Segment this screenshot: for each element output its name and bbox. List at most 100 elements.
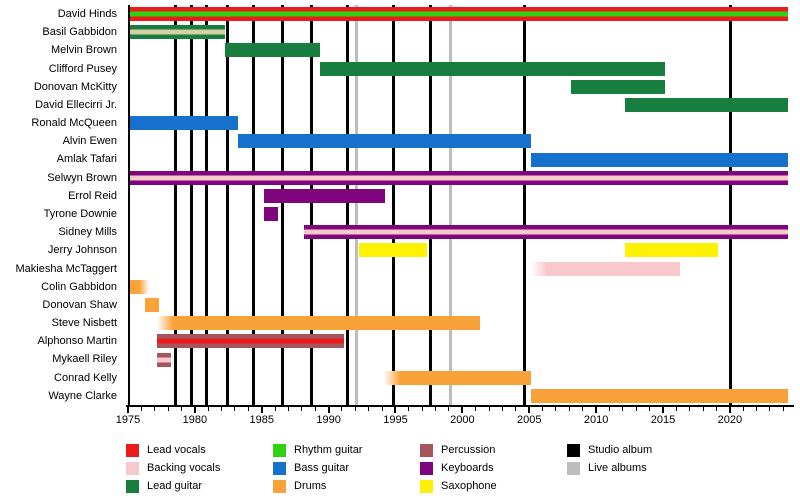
axis-minor-tick xyxy=(154,407,156,411)
legend-column: Studio album Live albums xyxy=(567,441,652,477)
axis-minor-tick xyxy=(675,407,677,411)
studio-album-line xyxy=(391,5,395,405)
axis-minor-tick xyxy=(180,407,182,411)
studio-album-swatch xyxy=(567,443,580,457)
member-name-label: Makiesha McTaggert xyxy=(15,262,118,275)
legend-entry: Backing vocals xyxy=(126,459,220,477)
axis-tick-label: 2010 xyxy=(583,414,609,426)
legend-label: Backing vocals xyxy=(147,462,221,474)
axis-major-tick xyxy=(193,407,196,413)
live-album-line xyxy=(449,5,453,405)
lead-vocals-swatch xyxy=(126,443,139,457)
axis-minor-tick xyxy=(542,407,544,411)
axis-minor-tick xyxy=(568,407,570,411)
legend-label: Lead guitar xyxy=(147,480,203,492)
axis-minor-tick xyxy=(341,407,343,411)
member-name-label: Basil Gabbidon xyxy=(42,26,117,39)
axis-major-tick xyxy=(461,407,464,413)
timeline-bar xyxy=(571,79,665,94)
member-name-label: Melvin Brown xyxy=(50,44,117,57)
legend-label: Saxophone xyxy=(441,480,497,492)
member-name-label: Mykaell Riley xyxy=(52,353,117,366)
studio-album-line xyxy=(523,5,527,405)
axis-major-tick xyxy=(327,407,330,413)
timeline-bar xyxy=(224,43,320,58)
member-name-label: Colin Gabbidon xyxy=(41,280,117,293)
member-name-label: Ronald McQueen xyxy=(31,117,117,130)
axis-major-tick xyxy=(394,407,397,413)
axis-minor-tick xyxy=(247,407,249,411)
legend-entry: Rhythm guitar xyxy=(273,441,362,459)
timeline-bar xyxy=(624,243,719,258)
member-name-label: Selwyn Brown xyxy=(47,171,117,184)
timeline-bar xyxy=(531,152,788,167)
studio-album-line xyxy=(204,5,208,405)
timeline-bar xyxy=(130,25,225,40)
timeline-bar xyxy=(531,261,680,276)
axis-major-tick xyxy=(127,407,129,413)
legend-entry: Keyboards xyxy=(420,459,497,477)
axis-minor-tick xyxy=(381,407,383,411)
studio-album-line xyxy=(346,5,350,405)
member-name-axis: David Hinds Basil Gabbidon Melvin Brown Cli… xyxy=(0,5,122,405)
legend-entry: Lead guitar xyxy=(126,477,220,495)
legend-entry: Drums xyxy=(273,477,362,495)
plot-area xyxy=(128,5,788,405)
member-name-label: Alvin Ewen xyxy=(62,135,117,148)
timeline-bar xyxy=(384,370,532,385)
timeline-bar xyxy=(156,334,344,349)
axis-minor-tick xyxy=(287,407,289,411)
axis-minor-tick xyxy=(301,407,303,411)
axis-major-tick xyxy=(661,407,664,413)
timeline-bar xyxy=(144,298,160,312)
studio-album-line xyxy=(226,5,230,405)
axis-tick-label: 1995 xyxy=(383,414,408,426)
axis-minor-tick xyxy=(234,407,236,411)
axis-minor-tick xyxy=(635,407,637,411)
saxophone-swatch xyxy=(420,479,433,493)
axis-major-tick xyxy=(595,407,598,413)
timeline-bar xyxy=(303,225,788,240)
x-axis-ticks: 1975 1980 1985 1990 1995 2000 2005 2010 2015 2020 xyxy=(116,407,786,426)
axis-minor-tick xyxy=(435,407,437,411)
axis-minor-tick xyxy=(448,407,450,411)
backing-vocals-swatch xyxy=(126,461,139,475)
member-name-label: Jerry Johnson xyxy=(47,244,117,257)
axis-minor-tick xyxy=(207,407,209,411)
legend-label: Percussion xyxy=(441,444,496,456)
axis-minor-tick xyxy=(515,407,517,411)
member-name-label: Amlak Tafari xyxy=(56,153,117,166)
legend-entry: Studio album xyxy=(567,441,652,459)
axis-minor-tick xyxy=(756,407,758,411)
axis-minor-tick xyxy=(167,407,169,411)
axis-minor-tick xyxy=(475,407,477,411)
member-name-label: Errol Reid xyxy=(68,189,117,202)
timeline-bar xyxy=(130,279,149,294)
live-album-line xyxy=(354,5,358,405)
legend-label: Drums xyxy=(294,480,327,492)
axis-minor-tick xyxy=(408,407,410,411)
axis-minor-tick xyxy=(702,407,704,411)
bass-guitar-swatch xyxy=(273,461,286,475)
legend-label: Bass guitar xyxy=(294,462,350,474)
axis-minor-tick xyxy=(608,407,610,411)
rhythm-guitar-swatch xyxy=(273,443,286,457)
member-name-label: Donovan McKitty xyxy=(33,80,117,93)
legend-label: Keyboards xyxy=(441,462,494,474)
axis-minor-tick xyxy=(501,407,503,411)
axis-tick-label: 1990 xyxy=(316,414,341,426)
legend-entry: Saxophone xyxy=(420,477,497,495)
axis-minor-tick xyxy=(769,407,771,411)
timeline-bar xyxy=(531,388,788,403)
timeline-bar xyxy=(130,7,788,22)
studio-album-line xyxy=(251,5,255,405)
legend-label: Live albums xyxy=(588,462,647,474)
timeline-bar xyxy=(263,207,279,222)
timeline-bar xyxy=(156,316,481,331)
legend-label: Lead vocals xyxy=(147,444,206,456)
legend-entry: Live albums xyxy=(567,459,652,477)
axis-tick-label: 1975 xyxy=(115,414,141,426)
member-name-label: David Hinds xyxy=(57,8,117,20)
axis-tick-label: 1980 xyxy=(182,414,208,426)
member-name-label: Wayne Clarke xyxy=(48,389,117,402)
